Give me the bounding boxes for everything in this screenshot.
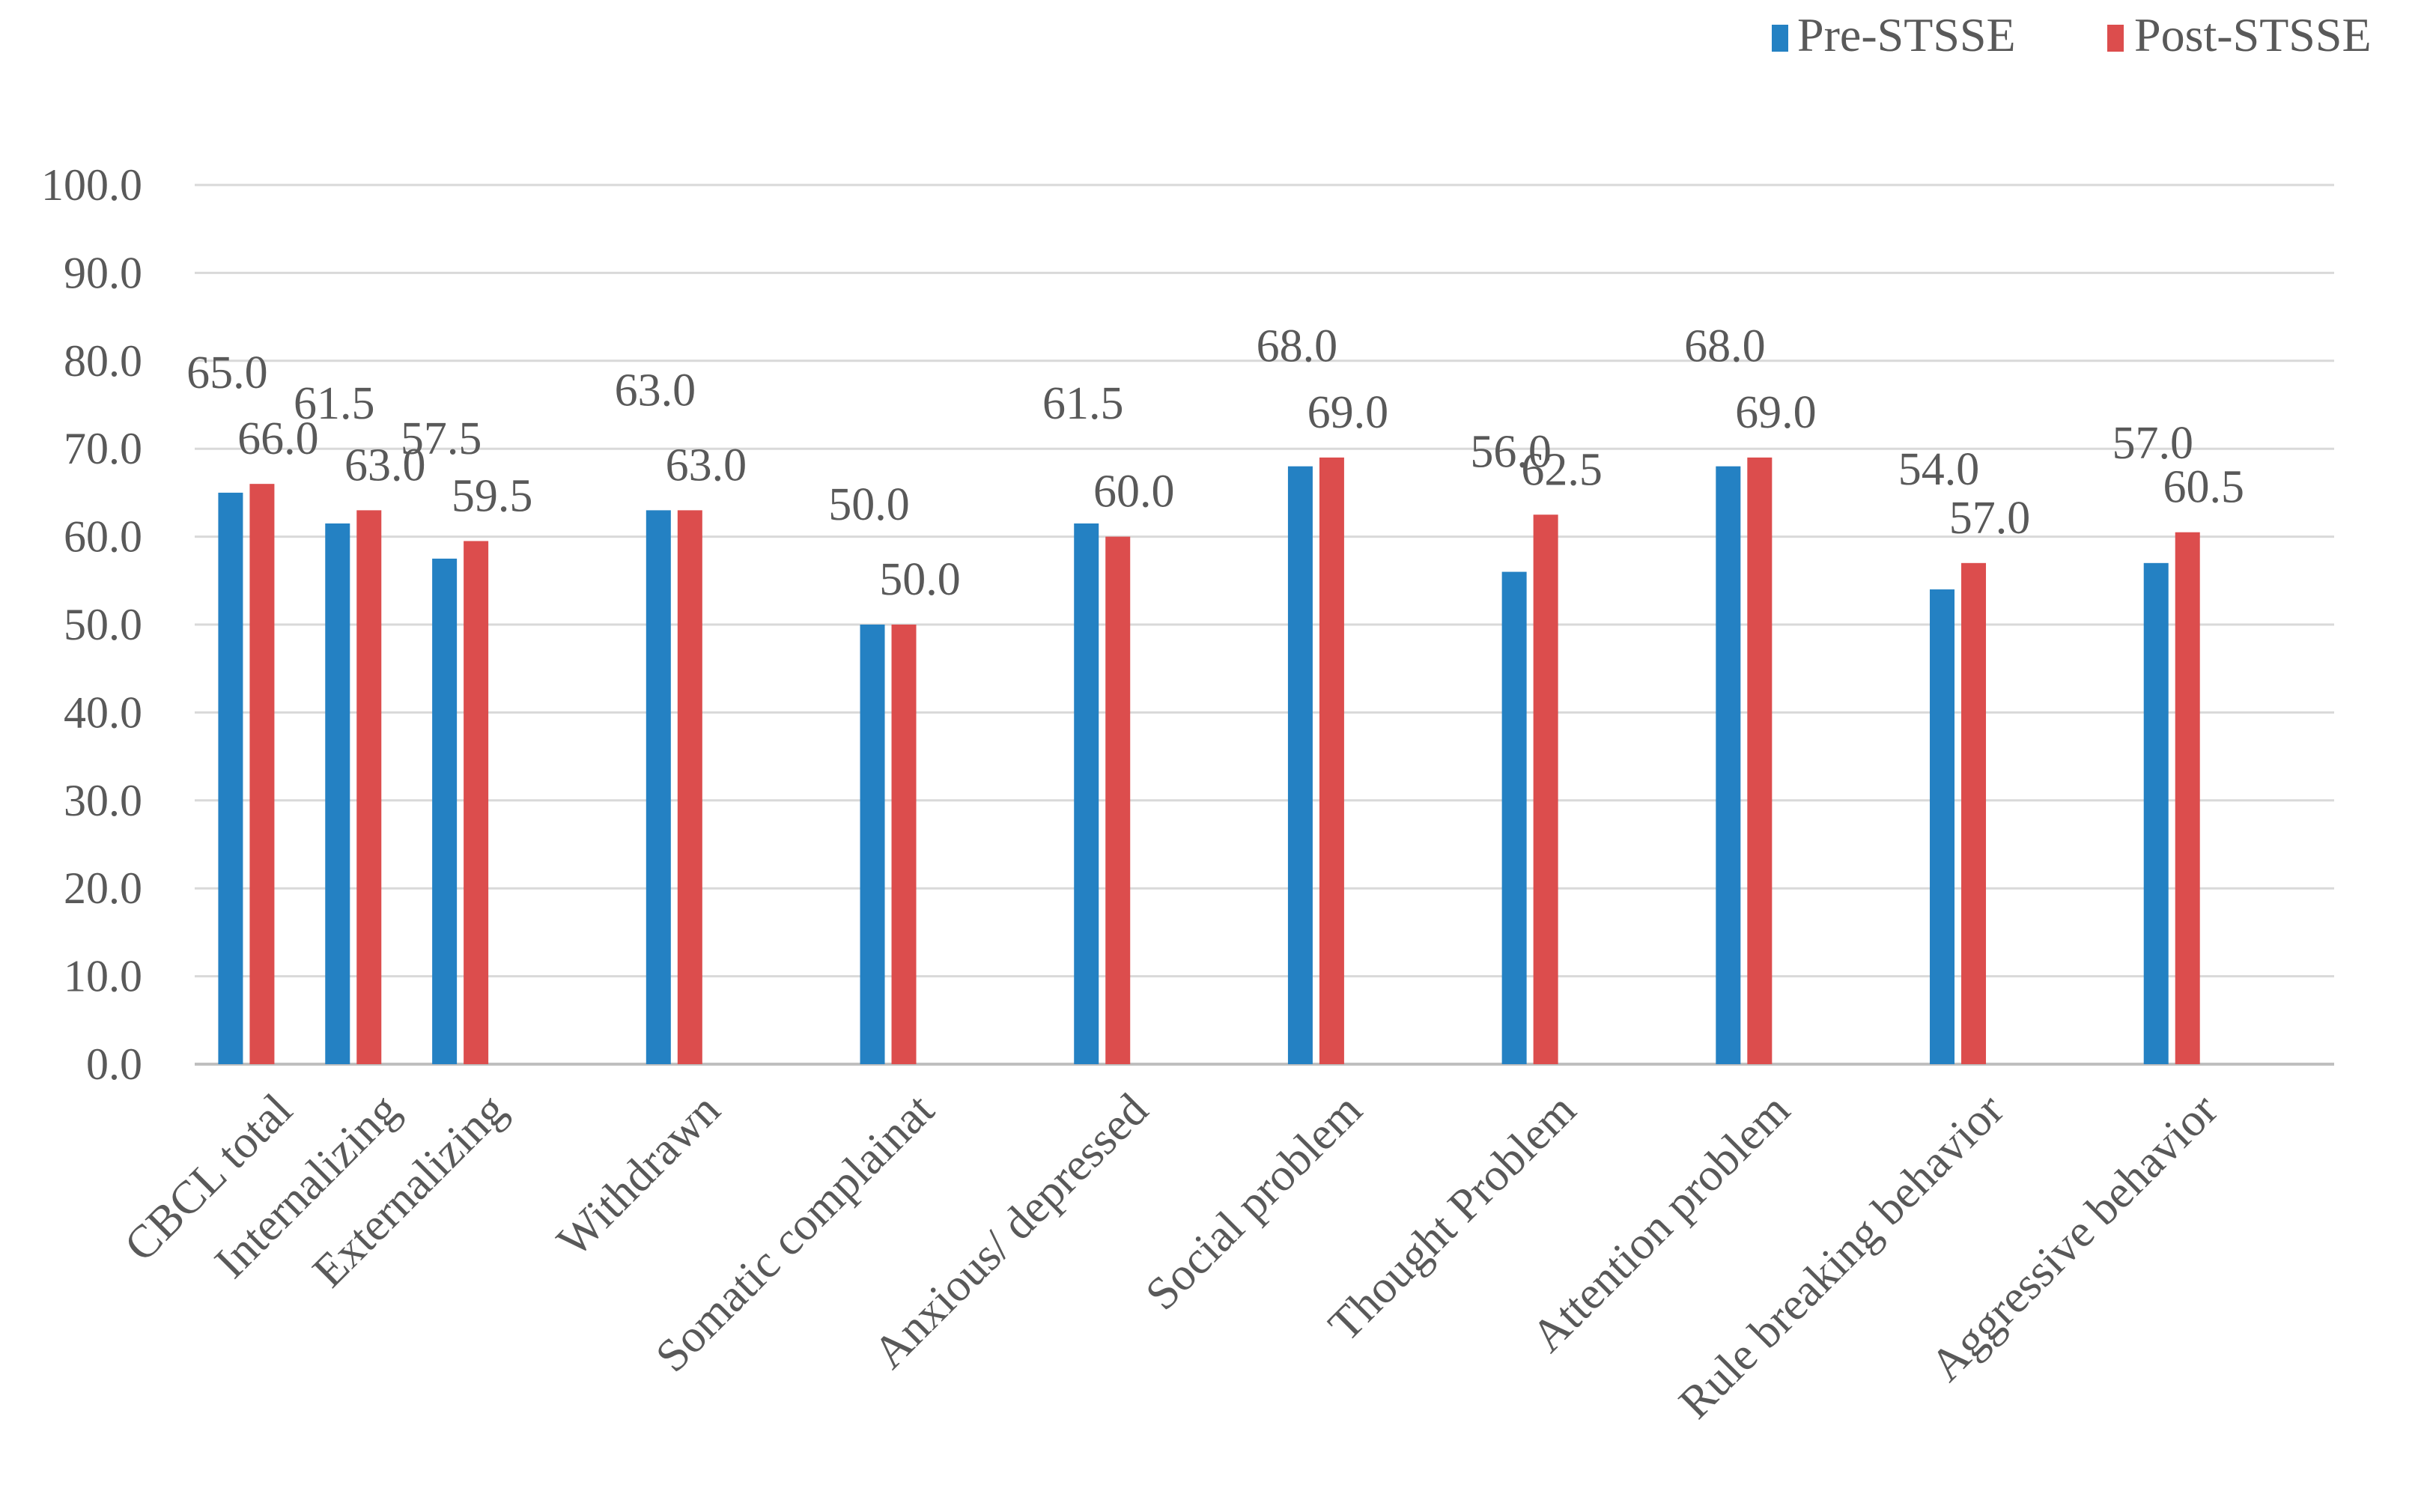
post-bar [677, 510, 702, 1064]
x-category-label: Social problem [1136, 1084, 1372, 1320]
y-tick-label: 20.0 [64, 863, 142, 913]
post-bar [1747, 457, 1773, 1064]
post-data-label: 57.0 [1949, 493, 2031, 544]
legend-swatch-pre [1772, 25, 1788, 52]
legend-label-pre: Pre-STSSE [1797, 8, 2016, 61]
post-bar [1961, 562, 1987, 1064]
post-bar [249, 484, 275, 1064]
y-tick-label: 80.0 [64, 336, 142, 386]
pre-data-label: 56.0 [1470, 427, 1552, 478]
post-data-label: 62.5 [1521, 444, 1603, 495]
post-data-label: 63.0 [666, 440, 747, 491]
pre-data-label: 57.0 [2112, 418, 2193, 469]
gridlines [195, 183, 2334, 1066]
y-tick-label: 30.0 [64, 776, 142, 825]
post-data-label: 59.5 [452, 470, 533, 521]
bars [218, 457, 2200, 1064]
pre-data-label: 63.0 [615, 365, 696, 416]
legend-label-post: Post-STSSE [2134, 8, 2372, 61]
post-data-label: 50.0 [879, 554, 961, 605]
pre-bar [1074, 523, 1099, 1064]
pre-bar [432, 558, 458, 1064]
y-tick-label: 50.0 [64, 600, 142, 649]
pre-bar [218, 492, 243, 1064]
y-tick-label: 60.0 [64, 512, 142, 562]
y-tick-label: 70.0 [64, 424, 142, 473]
pre-data-label: 50.0 [828, 479, 910, 530]
post-bar [1533, 514, 1558, 1064]
post-bar [1319, 457, 1344, 1064]
pre-data-label: 68.0 [1257, 321, 1338, 372]
legend: Pre-STSSE Post-STSSE [1772, 8, 2372, 61]
post-data-label: 60.5 [2163, 462, 2244, 513]
pre-bar [2143, 562, 2169, 1064]
post-data-label: 69.0 [1307, 387, 1389, 438]
post-bar [464, 541, 489, 1064]
x-category-label: Withdrawn [547, 1084, 730, 1267]
y-axis-ticks: 0.0 10.0 20.0 30.0 40.0 50.0 60.0 70.0 80.0 90.0 1… [41, 160, 142, 1089]
pre-data-label: 57.5 [401, 413, 482, 464]
pre-data-label: 61.5 [294, 378, 375, 429]
y-tick-label: 90.0 [64, 248, 142, 297]
pre-bar [325, 523, 350, 1064]
pre-bar [860, 625, 885, 1064]
post-bar [356, 510, 382, 1064]
post-bar [1105, 536, 1131, 1064]
pre-data-label: 65.0 [186, 347, 268, 398]
pre-data-label: 61.5 [1042, 378, 1124, 429]
pre-data-label: 68.0 [1684, 321, 1766, 372]
pre-data-label: 54.0 [1898, 444, 1980, 495]
y-tick-label: 100.0 [41, 160, 142, 210]
pre-bar [1930, 589, 1955, 1064]
post-data-label: 63.0 [344, 440, 426, 491]
pre-bar [646, 510, 671, 1064]
post-data-label: 60.0 [1093, 467, 1175, 517]
post-bar [2175, 532, 2200, 1064]
pre-bar [1287, 466, 1313, 1064]
data-labels: 65.066.061.563.057.559.563.063.050.050.0… [186, 321, 2244, 605]
pre-bar [1716, 466, 1741, 1064]
post-data-label: 66.0 [237, 413, 319, 464]
y-tick-label: 10.0 [64, 952, 142, 1001]
y-tick-label: 40.0 [64, 687, 142, 737]
legend-swatch-post [2107, 25, 2124, 52]
post-bar [891, 625, 917, 1064]
post-data-label: 69.0 [1735, 387, 1817, 438]
pre-bar [1501, 571, 1527, 1064]
y-tick-label: 0.0 [86, 1039, 142, 1089]
